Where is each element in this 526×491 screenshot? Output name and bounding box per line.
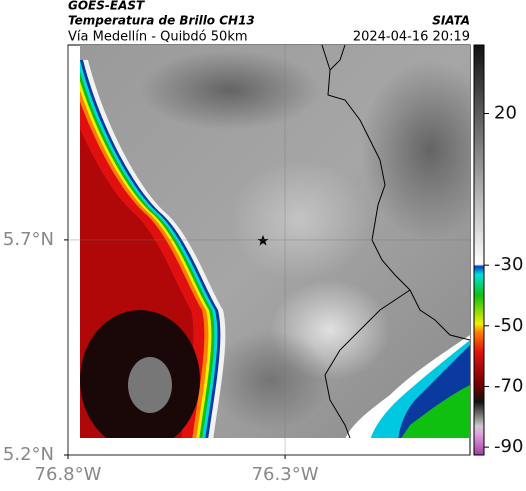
satellite: GOES-EAST: [68, 0, 145, 13]
colorbar-tick-label: -50: [494, 315, 523, 336]
colorbar-tick-label: -30: [494, 254, 523, 275]
product: Temperatura de Brillo CH13: [68, 14, 255, 28]
x-tick-label: 76.3°W: [252, 464, 319, 485]
datetime: 2024-04-16 20:19: [353, 30, 470, 45]
y-tick-label: 5.2°N: [3, 444, 54, 465]
y-tick-label: 5.7°N: [3, 229, 54, 250]
colorbar-tick-label: -70: [494, 375, 523, 396]
location: Vía Medellín - Quibdó 50km: [68, 30, 248, 45]
colorbar-tick-label: 20: [494, 103, 517, 124]
location-marker: [257, 235, 269, 246]
source: SIATA: [432, 14, 470, 28]
colorbar-tick-label: -90: [494, 436, 523, 457]
colorbar: [473, 44, 485, 456]
imagery: [80, 45, 470, 438]
x-tick-label: 76.8°W: [35, 464, 102, 485]
